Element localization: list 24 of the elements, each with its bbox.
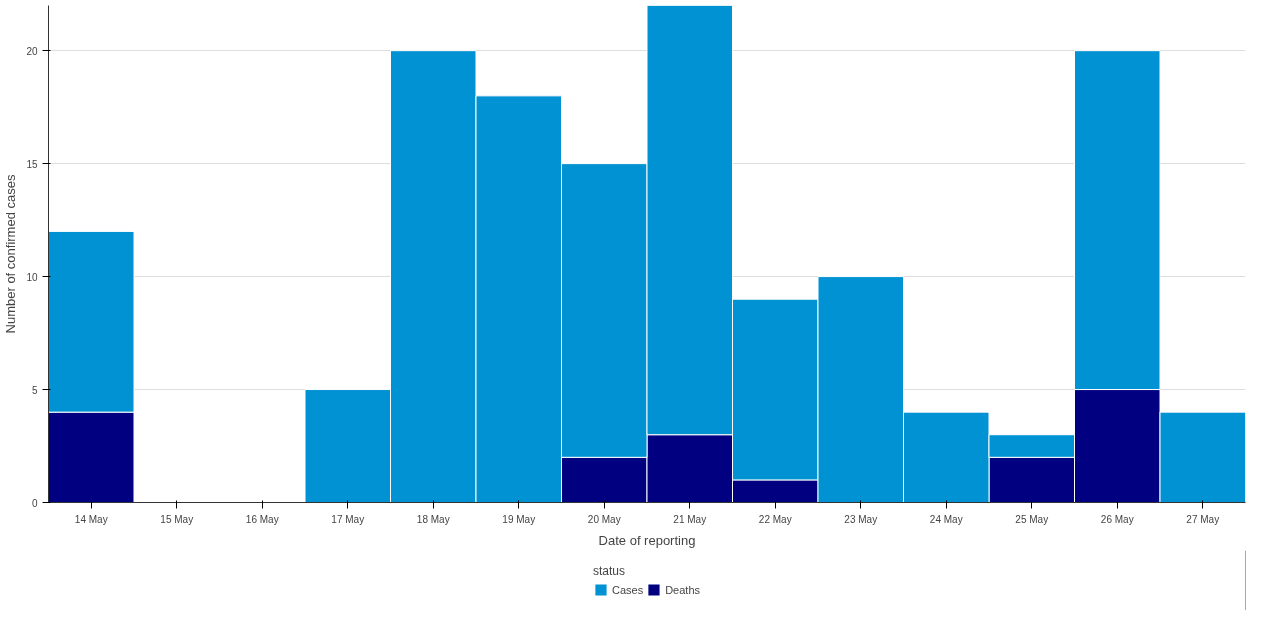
y-tick-label: 0 [31, 497, 38, 509]
x-tick-label: 15 May [160, 513, 194, 525]
x-tick-label: 16 May [245, 513, 279, 525]
y-axis-title: Number of confirmed cases [3, 174, 19, 334]
y-tick-label: 20 [26, 45, 38, 57]
x-tick-label: 18 May [416, 513, 450, 525]
x-tick-label: 27 May [1186, 513, 1220, 525]
x-tick-label: 17 May [331, 513, 365, 525]
x-tick-label: 22 May [758, 513, 792, 525]
x-tick-label: 20 May [587, 513, 621, 525]
x-tick-label: 26 May [1100, 513, 1134, 525]
y-tick-label: 15 [26, 158, 38, 170]
legend-label: Cases [611, 582, 644, 597]
x-tick-label: 25 May [1015, 513, 1049, 525]
y-tick-label: 10 [26, 271, 38, 283]
legend-label: Deaths [665, 582, 701, 597]
x-tick-label: 14 May [74, 513, 108, 525]
x-tick-label: 21 May [673, 513, 707, 525]
legend-title: status [592, 563, 626, 578]
x-axis-title: Date of reporting [598, 532, 696, 548]
x-tick-label: 23 May [844, 513, 878, 525]
y-tick-label: 5 [31, 384, 38, 396]
x-tick-label: 24 May [929, 513, 963, 525]
x-tick-label: 19 May [502, 513, 536, 525]
